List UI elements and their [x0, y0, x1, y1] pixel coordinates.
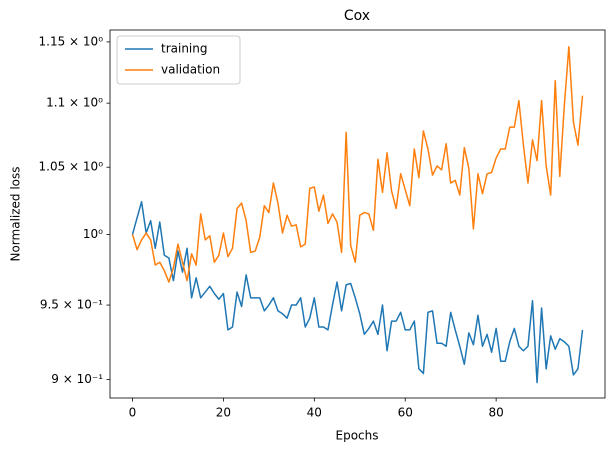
- legend-label: validation: [161, 63, 220, 77]
- y-tick-label: 1.05 × 10⁰: [39, 160, 104, 174]
- y-tick-label: 1.15 × 10⁰: [39, 34, 104, 48]
- x-tick-label: 60: [398, 406, 413, 420]
- axes-frame: [109, 29, 606, 399]
- y-tick-label: 1.1 × 10⁰: [46, 96, 103, 110]
- y-tick-label: 9 × 10⁻¹: [51, 372, 103, 386]
- series-line: [131, 45, 584, 283]
- series-line: [131, 201, 584, 384]
- legend-box: [116, 35, 241, 85]
- x-axis-label: Epochs: [336, 429, 379, 443]
- y-tick-label: 9.5 × 10⁻¹: [40, 298, 103, 312]
- y-tick-label: 10⁰: [83, 227, 103, 241]
- x-tick-label: 80: [488, 406, 503, 420]
- x-tick-label: 40: [307, 406, 322, 420]
- chart-title: Cox: [344, 8, 370, 24]
- x-tick-label: 0: [129, 406, 137, 420]
- y-axis-label: Normalized loss: [9, 166, 23, 261]
- legend-label: training: [161, 42, 208, 56]
- x-tick-label: 20: [216, 406, 231, 420]
